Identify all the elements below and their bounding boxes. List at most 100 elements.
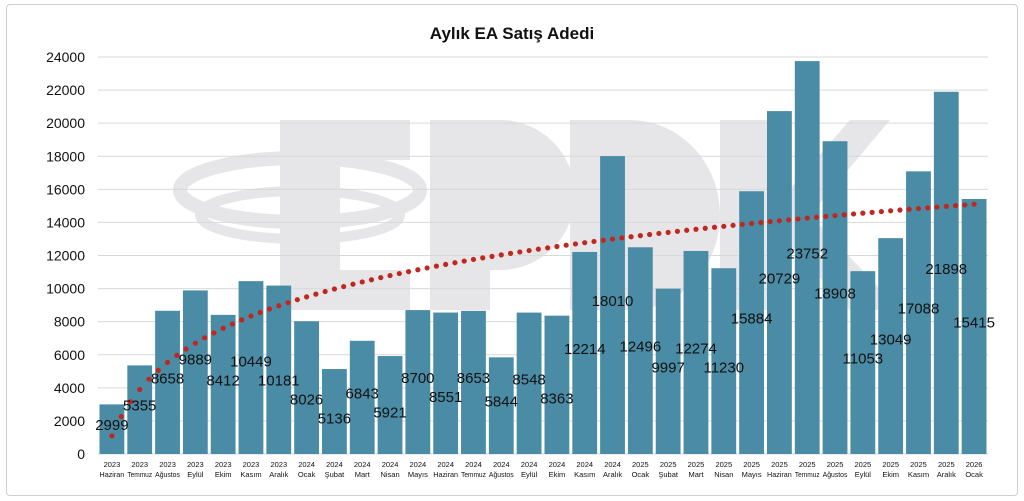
x-tick-month: Kasım [574, 470, 595, 479]
trendline-dot [563, 242, 569, 248]
trendline-dot [331, 286, 338, 292]
y-tick-label: 8000 [54, 314, 85, 330]
x-tick-month: Aralık [269, 470, 288, 479]
trendline-dot [841, 212, 847, 218]
x-tick-month: Aralık [937, 470, 956, 479]
trendline-dot [155, 367, 161, 373]
bar [933, 91, 959, 455]
trendline-dot [860, 210, 866, 216]
trendline-dot [461, 258, 467, 264]
data-label: 2999 [95, 417, 128, 434]
bar [182, 290, 208, 454]
x-tick-month: Eylül [521, 470, 538, 479]
x-tick-year: 2024 [549, 460, 566, 469]
x-tick-year: 2023 [243, 460, 260, 469]
bar [210, 314, 236, 454]
trendline-dot [266, 306, 273, 312]
trendline-dot [647, 231, 653, 238]
x-tick-year: 2024 [493, 460, 510, 469]
trendline-dot [878, 208, 884, 215]
x-tick-month: Ekim [549, 470, 566, 479]
data-label: 8658 [151, 370, 184, 387]
bar [294, 321, 319, 454]
bar [906, 171, 931, 454]
bar [794, 61, 820, 455]
x-tick-month: Ekim [882, 470, 899, 479]
y-tick-label: 2000 [54, 413, 85, 429]
x-tick-month: Ocak [298, 470, 316, 479]
x-tick-year: 2024 [354, 460, 371, 469]
bar [238, 281, 264, 454]
x-tick-month: Kasım [240, 470, 261, 479]
trendline-dot [619, 235, 625, 241]
trendline-dot [943, 203, 949, 209]
data-label: 5844 [485, 394, 518, 411]
x-tick-month: Temmuz [795, 470, 820, 479]
data-label: 18010 [592, 293, 634, 310]
trendline-dot [823, 213, 829, 220]
x-tick-year: 2025 [855, 460, 872, 469]
trendline-dot [137, 386, 143, 393]
trendline-dot [702, 225, 708, 231]
bar [461, 310, 486, 454]
data-label: 6843 [346, 385, 379, 402]
data-label: 8653 [457, 370, 490, 387]
trendline-dot [888, 208, 894, 214]
trendline-dot [804, 215, 810, 221]
x-tick-year: 2024 [576, 460, 593, 469]
trendline-dot [535, 246, 541, 252]
bar [349, 340, 375, 454]
watermark-shape [430, 120, 575, 310]
bar [822, 141, 848, 454]
x-tick-year: 2023 [215, 460, 232, 469]
bar [739, 191, 764, 454]
x-tick-month: Mayıs [742, 470, 762, 479]
trendline-dot [109, 433, 115, 439]
x-tick-month: Eylül [855, 470, 872, 479]
trendline-dot [257, 309, 263, 316]
trendline-dot [572, 241, 579, 247]
trendline-dot [498, 252, 504, 258]
bar [878, 238, 904, 454]
trendline-dot [294, 297, 300, 303]
watermark-shape [280, 120, 410, 160]
x-tick-year: 2024 [604, 460, 621, 469]
trendline-dot [711, 224, 718, 230]
x-tick-month: Mart [355, 470, 371, 479]
data-label: 9889 [179, 351, 212, 368]
bar [322, 369, 347, 454]
y-tick-label: 10000 [46, 281, 85, 297]
data-label: 13049 [870, 332, 912, 349]
trendline-dot [443, 261, 449, 268]
bar [544, 315, 570, 454]
x-tick-year: 2024 [326, 460, 343, 469]
y-tick-label: 14000 [46, 214, 85, 230]
trendline-dot [637, 233, 643, 239]
x-tick-month: Aralık [603, 470, 622, 479]
trendline-dot [118, 413, 124, 420]
trendline-dot [721, 223, 727, 229]
trendline-dot [424, 265, 430, 271]
bar [627, 247, 653, 454]
trendline-dot [767, 219, 773, 225]
bar [600, 156, 625, 454]
x-tick-year: 2025 [771, 460, 788, 469]
trendline-dot [526, 247, 532, 254]
x-tick-year: 2024 [465, 460, 482, 469]
x-tick-year: 2023 [159, 460, 176, 469]
x-tick-year: 2025 [827, 460, 844, 469]
data-label: 8551 [429, 389, 462, 406]
x-tick-year: 2025 [743, 460, 760, 469]
trendline-dot [368, 277, 375, 283]
x-tick-month: Ağustos [155, 470, 180, 479]
x-tick-month: Ekim [215, 470, 232, 479]
trendline-dot [507, 250, 514, 256]
data-label: 5136 [318, 410, 351, 427]
y-tick-label: 12000 [46, 248, 85, 264]
trendline-dot [962, 202, 968, 208]
y-tick-label: 18000 [46, 148, 85, 164]
y-tick-label: 22000 [46, 82, 85, 98]
data-label: 8363 [540, 390, 573, 407]
chart-title: Aylık EA Satış Adedi [429, 24, 595, 43]
